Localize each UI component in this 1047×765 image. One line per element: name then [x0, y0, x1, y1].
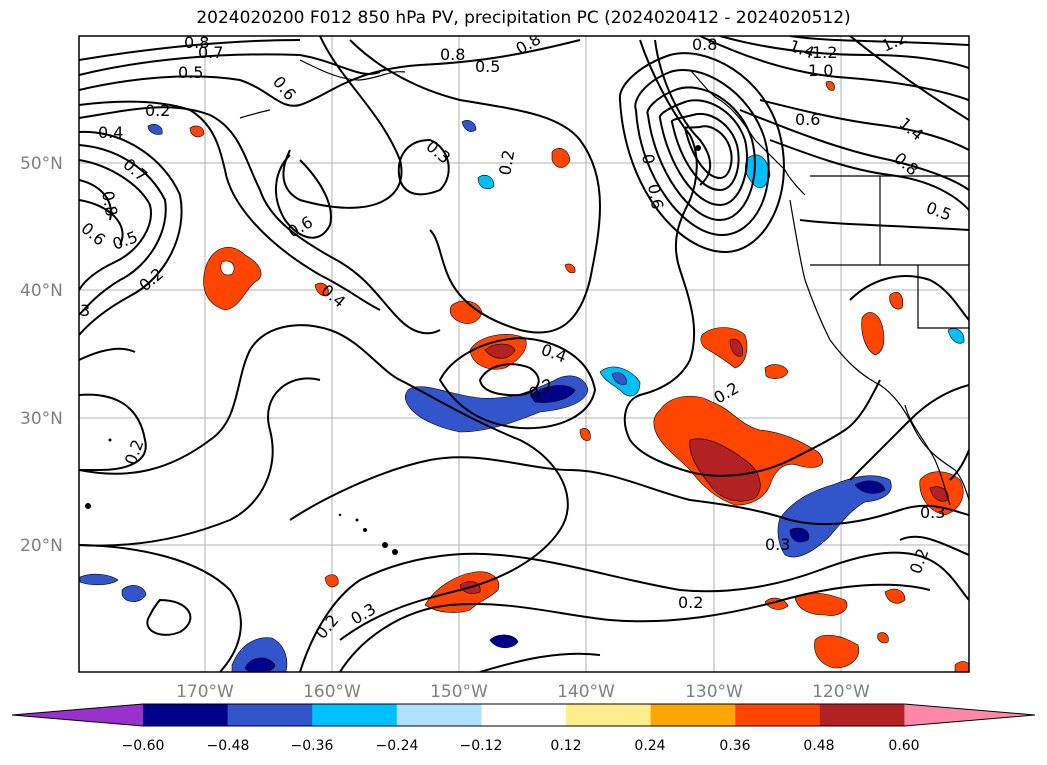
lat-label: 50°N [20, 154, 63, 174]
contour-label: 0.5 [475, 57, 500, 76]
colorbar-tick: −0.60 [122, 738, 165, 754]
precip-fill-regions [79, 81, 969, 672]
colorbar-tick: −0.36 [291, 738, 334, 754]
colorbar-segment [12, 704, 143, 726]
contour-label: 0.8 [692, 35, 717, 54]
lon-label: 140°W [557, 682, 615, 702]
latitude-labels: 50°N 40°N 30°N 20°N [20, 154, 63, 556]
colorbar-tick: 0.60 [888, 738, 919, 754]
lon-label: 150°W [430, 682, 488, 702]
lon-label: 120°W [812, 682, 870, 702]
contour-label: 0.6 [644, 182, 667, 210]
pv-contours [79, 36, 969, 672]
lat-label: 20°N [20, 536, 63, 556]
contour-label: 3 [80, 301, 90, 320]
colorbar-tick: −0.12 [460, 738, 503, 754]
colorbar-segment [143, 704, 229, 726]
contour-label: 0.8 [440, 45, 465, 64]
lon-label: 130°W [685, 682, 743, 702]
contour-label: 0 [638, 152, 658, 165]
lat-label: 40°N [20, 281, 63, 301]
coastlines [239, 59, 969, 506]
map-title: 2024020200 F012 850 hPa PV, precipitatio… [196, 8, 851, 28]
colorbar-segment [904, 704, 1035, 726]
contour-label: 0.7 [198, 43, 223, 62]
colorbar-tick: 0.24 [634, 738, 665, 754]
contour-label: 0.5 [178, 63, 203, 82]
islands [85, 145, 701, 555]
contour-label: 0.2 [145, 101, 170, 120]
colorbar-segment [227, 704, 313, 726]
lon-label: 160°W [303, 682, 361, 702]
contour-label: 0.4 [98, 123, 123, 142]
contour-label: 0.2 [495, 148, 518, 176]
colorbar-tick-labels: −0.60 −0.48 −0.36 −0.24 −0.12 0.12 0.24 … [122, 738, 920, 754]
colorbar-segment [735, 704, 821, 726]
colorbar-tick: 0.48 [803, 738, 834, 754]
colorbar-segment [481, 704, 567, 726]
colorbar-tick: 0.12 [550, 738, 581, 754]
colorbar [11, 703, 1036, 727]
contour-label: 1.2 [812, 43, 837, 62]
colorbar-segment [396, 704, 482, 726]
colorbar-segment [566, 704, 652, 726]
contour-label: 1.0 [808, 61, 833, 80]
colorbar-segment [650, 704, 736, 726]
lat-label: 30°N [20, 409, 63, 429]
lon-label: 170°W [176, 682, 234, 702]
longitude-labels: 170°W 160°W 150°W 140°W 130°W 120°W [176, 682, 870, 702]
colorbar-tick: −0.48 [207, 738, 250, 754]
contour-label: 0.8 [184, 33, 209, 52]
colorbar-tick: −0.24 [376, 738, 419, 754]
map-frame [78, 35, 970, 673]
map-area [79, 36, 969, 672]
colorbar-outline [11, 703, 1036, 727]
contour-label: 0.8 [98, 189, 121, 217]
contour-label: 0.3 [765, 535, 790, 554]
colorbar-segment [312, 704, 398, 726]
colorbar-segment [819, 704, 905, 726]
contour-label: 0.6 [795, 110, 820, 129]
colorbar-tick: 0.36 [719, 738, 750, 754]
contour-label: 0.2 [678, 593, 703, 612]
contour-label: 0.3 [920, 503, 945, 522]
